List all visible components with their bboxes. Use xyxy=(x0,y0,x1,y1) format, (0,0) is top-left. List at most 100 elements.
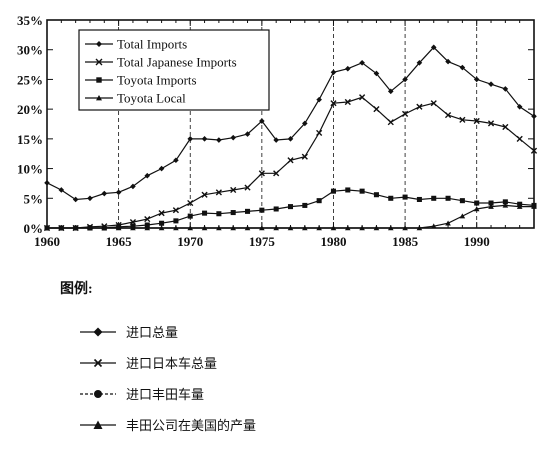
data-point xyxy=(445,195,451,201)
cn-legend-item-japanese-imports: 进口日本车总量 xyxy=(78,347,256,378)
data-point xyxy=(416,196,422,202)
data-point xyxy=(287,136,294,142)
data-point xyxy=(531,113,537,120)
data-point xyxy=(330,100,337,107)
data-point xyxy=(488,203,494,209)
data-point xyxy=(258,170,265,177)
data-point xyxy=(44,180,50,186)
data-point xyxy=(58,187,65,193)
data-point xyxy=(115,225,122,231)
data-point xyxy=(173,218,179,224)
data-point xyxy=(58,225,65,231)
data-point xyxy=(301,153,308,160)
data-point xyxy=(215,189,222,196)
data-point xyxy=(202,210,208,216)
data-point xyxy=(387,225,394,231)
data-point xyxy=(273,170,280,177)
y-tick-label: 0% xyxy=(24,221,44,236)
data-point xyxy=(72,225,79,231)
data-point xyxy=(402,194,408,200)
data-point xyxy=(230,186,237,194)
data-point xyxy=(44,225,50,231)
data-point xyxy=(459,116,466,123)
legend-marker xyxy=(96,41,102,47)
data-point xyxy=(488,81,494,87)
data-point xyxy=(487,120,495,127)
data-point xyxy=(159,220,165,226)
data-point xyxy=(316,198,322,204)
data-point xyxy=(216,137,222,143)
legend-marker xyxy=(95,58,103,66)
data-point xyxy=(187,213,193,219)
data-point xyxy=(430,223,437,229)
legend-label: Toyota Imports xyxy=(117,73,197,88)
data-point xyxy=(87,195,93,202)
x-tick-label: 1975 xyxy=(249,234,276,249)
data-point xyxy=(516,135,523,142)
data-point xyxy=(502,86,509,92)
data-point xyxy=(216,225,222,231)
y-tick-label: 25% xyxy=(17,72,43,87)
triangle-marker-icon xyxy=(80,420,116,429)
legend-marker xyxy=(96,77,102,83)
data-point xyxy=(531,203,537,209)
x-tick-label: 1985 xyxy=(392,234,419,249)
data-point xyxy=(302,120,308,127)
diamond-marker-icon xyxy=(80,327,116,336)
data-point xyxy=(401,110,409,117)
x-tick-label: 1970 xyxy=(177,234,203,249)
line-chart: 0%5%10%15%20%25%30%35%1960 1965 1970 1975 19… xyxy=(17,13,538,249)
data-point xyxy=(387,88,394,95)
data-point xyxy=(416,59,423,66)
data-point xyxy=(230,134,237,141)
series-total-imports xyxy=(44,44,537,203)
data-point xyxy=(387,119,394,126)
data-point xyxy=(115,189,122,196)
data-point xyxy=(302,225,308,231)
data-point xyxy=(187,136,194,142)
data-point xyxy=(158,210,165,217)
data-point xyxy=(430,44,437,51)
data-point xyxy=(344,65,351,72)
data-point xyxy=(359,188,365,194)
data-point xyxy=(101,225,108,231)
data-point xyxy=(388,195,394,201)
data-point xyxy=(144,225,151,231)
cn-legend-label: 进口总量 xyxy=(126,325,179,340)
data-point xyxy=(230,225,237,231)
data-point xyxy=(330,69,337,76)
data-point xyxy=(502,199,508,205)
data-point xyxy=(72,196,79,203)
data-point xyxy=(530,147,538,154)
data-point xyxy=(373,225,380,231)
data-point xyxy=(144,222,150,228)
data-point xyxy=(273,206,279,212)
legend-label: Toyota Local xyxy=(117,91,186,106)
data-point xyxy=(201,225,208,231)
data-point xyxy=(473,76,480,83)
cross-marker-icon xyxy=(80,358,116,367)
y-tick-label: 30% xyxy=(17,43,43,58)
x-tick-label: 1990 xyxy=(464,234,490,249)
x-tick-label: 1960 xyxy=(34,234,60,249)
data-point xyxy=(445,58,451,65)
data-point xyxy=(473,117,480,125)
y-tick-label: 10% xyxy=(17,162,43,177)
data-point xyxy=(373,106,380,113)
legend-label: Total Imports xyxy=(117,37,187,52)
x-axis: 1960 1965 1970 1975 1980 1985 1990 xyxy=(34,234,490,249)
data-point xyxy=(130,225,136,231)
data-point xyxy=(502,123,509,131)
data-point xyxy=(316,129,323,137)
data-point xyxy=(273,137,279,143)
data-point xyxy=(173,225,179,231)
data-point xyxy=(173,157,179,164)
series-toyota-local xyxy=(44,202,537,231)
data-point xyxy=(316,96,322,103)
data-point xyxy=(330,188,336,194)
y-tick-label: 5% xyxy=(24,191,44,206)
data-point xyxy=(359,94,366,101)
series-toyota-imports xyxy=(44,187,537,231)
data-point xyxy=(344,225,351,231)
data-point xyxy=(158,225,165,231)
